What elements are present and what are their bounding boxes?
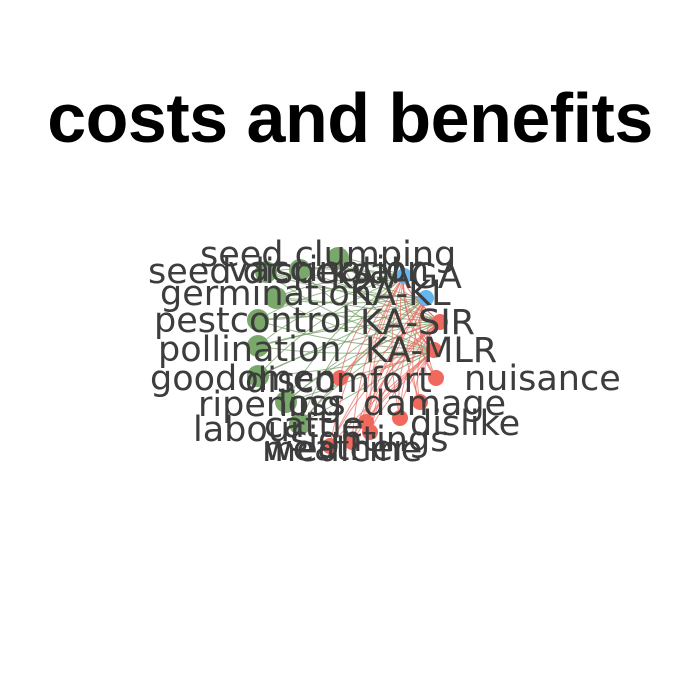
- network-node-cost: [432, 314, 448, 330]
- network-node-cost: [392, 410, 408, 426]
- network-node-benefit: [247, 365, 269, 387]
- network-node-cost: [362, 424, 378, 440]
- node-label: nuisance: [464, 359, 621, 399]
- network-link: [412, 297, 427, 403]
- node-label: discomfort: [245, 361, 432, 401]
- node-label: KA-KL: [350, 274, 451, 314]
- network-link: [275, 275, 405, 299]
- network-node-benefit: [275, 391, 297, 413]
- network-link: [398, 297, 427, 419]
- network-node-benefit: [247, 309, 269, 331]
- node-label: loss_damage: [278, 384, 506, 424]
- diagram-title: costs and benefits: [47, 79, 653, 157]
- network-link: [299, 269, 441, 323]
- node-label: KA-MLR: [365, 331, 497, 371]
- network-link: [339, 275, 405, 379]
- network-link: [285, 275, 405, 403]
- network-node-benefit: [265, 287, 287, 309]
- network-link: [265, 268, 405, 277]
- node-label: vaccination: [228, 250, 429, 290]
- node-label: medicine: [262, 430, 422, 470]
- node-label: dislike: [410, 404, 520, 444]
- node-label: germination: [160, 274, 372, 314]
- network-node-cost: [428, 370, 444, 386]
- network-node-cost: [322, 438, 338, 454]
- network-link: [299, 269, 427, 299]
- node-label: pestcontrol: [154, 301, 351, 341]
- network-node-cost: [426, 342, 442, 358]
- network-node-cost: [344, 434, 360, 450]
- node-label: KA-SIR: [360, 303, 475, 343]
- network-link: [329, 275, 405, 447]
- network-link: [257, 275, 405, 321]
- node-label: cattle: [264, 406, 363, 446]
- network-link: [299, 349, 435, 425]
- network-node-cost: [412, 394, 428, 410]
- network-node-benefit: [289, 413, 311, 435]
- network-link: [299, 275, 405, 425]
- node-label: labour: [193, 410, 305, 450]
- network-node-actor: [418, 290, 434, 306]
- network-node-actor: [396, 268, 412, 284]
- node-label: goodomen: [150, 359, 336, 399]
- network-link: [257, 275, 405, 347]
- network-link: [351, 275, 405, 443]
- node-label: weather: [264, 429, 408, 469]
- node-label: sightings: [290, 420, 448, 460]
- network-link: [351, 297, 427, 443]
- network-link: [369, 275, 405, 433]
- network-link: [257, 297, 427, 347]
- network-node-benefit: [247, 335, 269, 357]
- node-label: KA-AGA: [330, 257, 462, 297]
- network-link: [339, 321, 441, 379]
- network-link: [351, 321, 441, 443]
- node-label: seed dispersal: [148, 252, 400, 292]
- network-link: [329, 297, 427, 447]
- network-link: [257, 349, 435, 377]
- network-link: [329, 321, 441, 447]
- network-link: [285, 321, 441, 403]
- network-node-benefit: [289, 259, 311, 281]
- node-label: seed clumping: [200, 235, 456, 275]
- network-link: [299, 321, 441, 425]
- network-link: [329, 349, 435, 447]
- nodes-layer: [247, 247, 448, 454]
- network-node-cost: [332, 370, 348, 386]
- node-label: pollination: [158, 330, 341, 370]
- network-link: [257, 321, 441, 347]
- network-link: [257, 275, 405, 377]
- network-link: [369, 321, 441, 433]
- network-node-benefit: [255, 261, 277, 283]
- network-link: [257, 297, 427, 377]
- node-label: ripening: [198, 385, 342, 425]
- network-link: [351, 349, 435, 443]
- network-node-benefit: [327, 247, 349, 269]
